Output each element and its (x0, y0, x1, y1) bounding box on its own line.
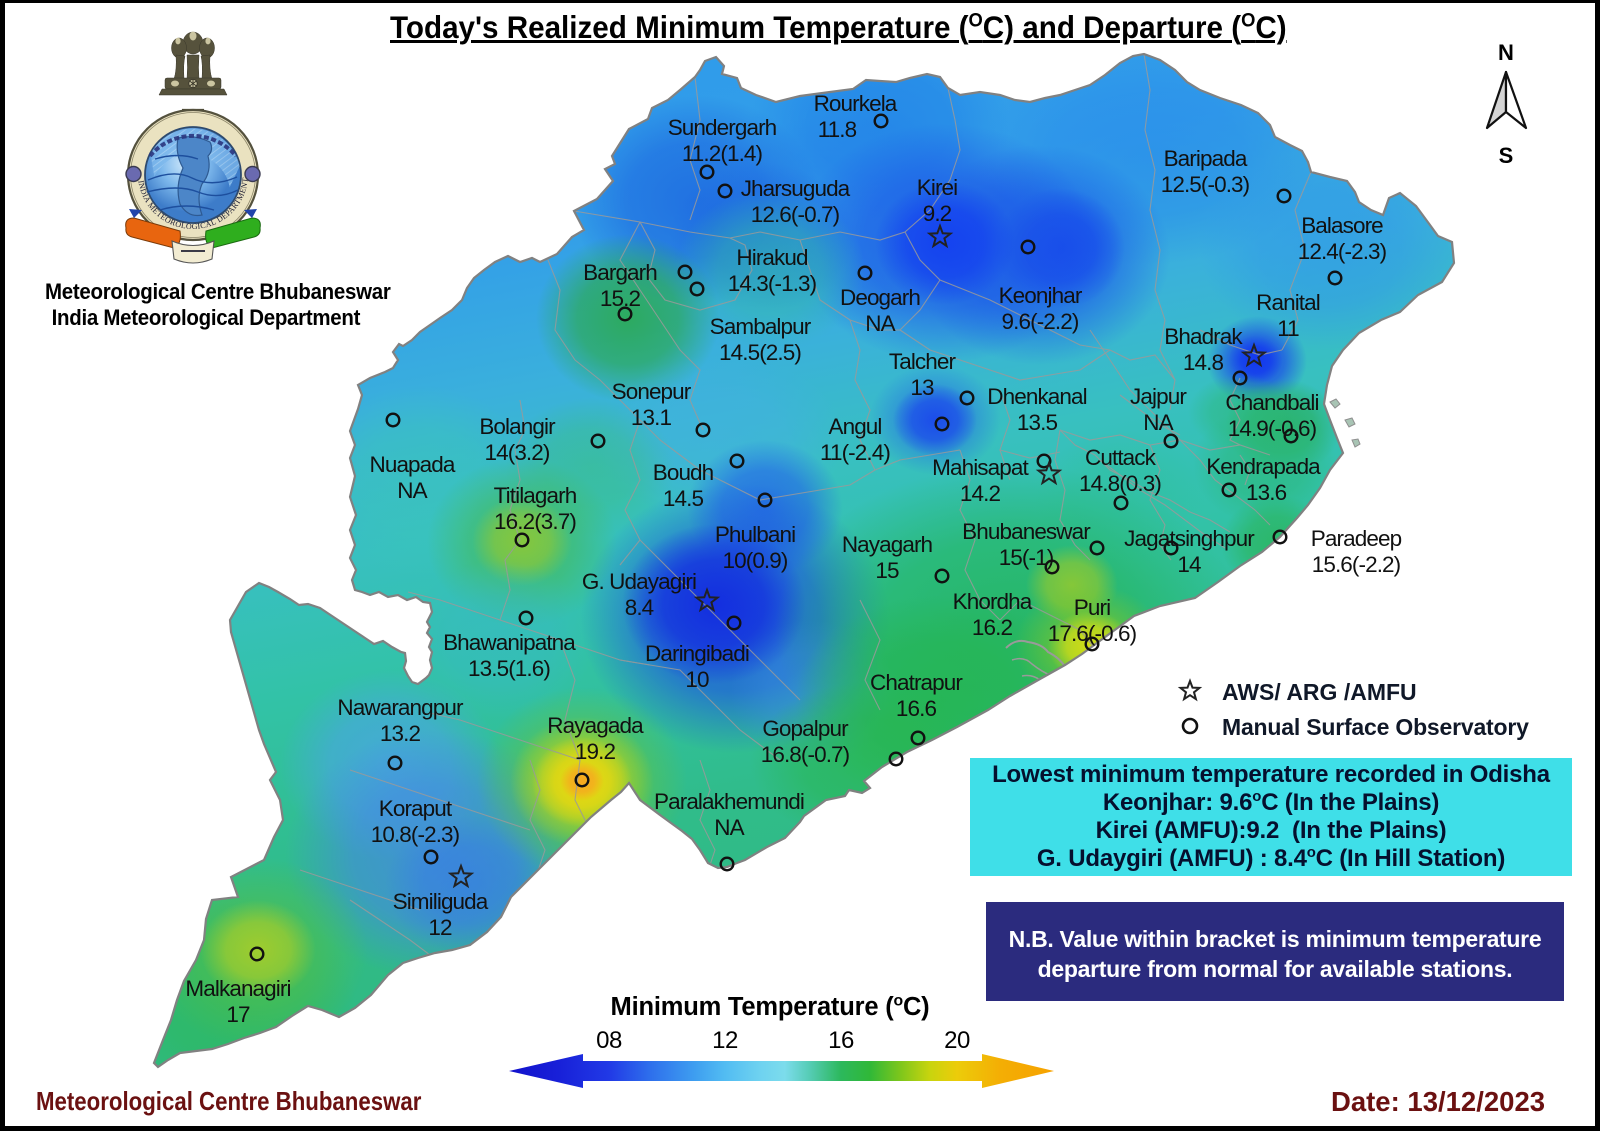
svg-text:Khordha: Khordha (953, 589, 1033, 614)
svg-text:Bolangir: Bolangir (479, 414, 556, 439)
svg-text:13.5: 13.5 (1017, 410, 1058, 435)
svg-text:Malkanagiri: Malkanagiri (185, 976, 290, 1001)
svg-text:S: S (1499, 143, 1514, 168)
svg-text:14.5(2.5): 14.5(2.5) (719, 340, 801, 365)
svg-text:13.6: 13.6 (1246, 480, 1287, 505)
svg-text:Bhawanipatna: Bhawanipatna (443, 630, 576, 655)
svg-text:Jajpur: Jajpur (1130, 384, 1187, 409)
svg-text:Nawarangpur: Nawarangpur (337, 695, 464, 720)
svg-text:Puri: Puri (1074, 595, 1110, 620)
svg-text:16.6: 16.6 (896, 696, 937, 721)
svg-text:Sonepur: Sonepur (612, 379, 692, 404)
svg-text:9.6(-2.2): 9.6(-2.2) (1002, 309, 1079, 334)
svg-text:20: 20 (944, 1027, 970, 1054)
svg-text:Rayagada: Rayagada (547, 713, 644, 738)
svg-text:15: 15 (875, 558, 899, 583)
svg-text:14.9(-0.6): 14.9(-0.6) (1228, 416, 1317, 441)
svg-text:13.2: 13.2 (380, 721, 421, 746)
svg-text:Balasore: Balasore (1301, 213, 1383, 238)
svg-text:Titilagarh: Titilagarh (494, 483, 577, 508)
svg-text:16.8(-0.7): 16.8(-0.7) (761, 742, 850, 767)
svg-text:Bhubaneswar: Bhubaneswar (962, 519, 1091, 544)
svg-text:Bargarh: Bargarh (583, 260, 657, 285)
svg-text:11.8: 11.8 (818, 117, 857, 142)
svg-text:16.2(3.7): 16.2(3.7) (494, 509, 576, 534)
svg-text:Angul: Angul (828, 414, 881, 439)
svg-text:Jagatsinghpur: Jagatsinghpur (1124, 526, 1255, 551)
svg-text:Chandbali: Chandbali (1225, 390, 1318, 415)
svg-text:NA: NA (714, 815, 744, 840)
svg-text:16.2: 16.2 (972, 615, 1013, 640)
svg-text:13.1: 13.1 (631, 405, 672, 430)
svg-text:G. Udayagiri: G. Udayagiri (582, 569, 696, 594)
svg-text:Kendrapada: Kendrapada (1206, 454, 1321, 479)
svg-text:11.2(1.4): 11.2(1.4) (682, 141, 763, 166)
svg-text:14.5: 14.5 (663, 486, 704, 511)
svg-text:NA: NA (397, 478, 427, 503)
svg-text:N: N (1498, 40, 1514, 65)
svg-text:NA: NA (865, 311, 895, 336)
svg-text:15.2: 15.2 (600, 286, 641, 311)
svg-text:Phulbani: Phulbani (715, 522, 795, 547)
svg-text:Koraput: Koraput (379, 796, 453, 821)
svg-text:14.8: 14.8 (1183, 350, 1224, 375)
svg-text:Dhenkanal: Dhenkanal (987, 384, 1086, 409)
svg-text:13: 13 (910, 375, 934, 400)
svg-text:AWS/ ARG /AMFU: AWS/ ARG /AMFU (1222, 679, 1417, 705)
svg-text:Sambalpur: Sambalpur (710, 314, 812, 339)
svg-text:14: 14 (1177, 552, 1201, 577)
svg-text:15.6(-2.2): 15.6(-2.2) (1312, 552, 1401, 577)
svg-text:Rourkela: Rourkela (814, 91, 898, 116)
svg-text:11(-2.4): 11(-2.4) (820, 440, 890, 465)
svg-text:Daringibadi: Daringibadi (645, 641, 749, 666)
svg-text:Bhadrak: Bhadrak (1164, 324, 1243, 349)
svg-text:17: 17 (226, 1002, 250, 1027)
svg-text:Gopalpur: Gopalpur (762, 716, 849, 741)
svg-text:10(0.9): 10(0.9) (723, 548, 788, 573)
svg-text:9.2: 9.2 (923, 201, 952, 226)
svg-text:Similiguda: Similiguda (393, 889, 489, 914)
svg-text:Talcher: Talcher (889, 349, 957, 374)
svg-text:Nuapada: Nuapada (369, 452, 455, 477)
svg-text:NA: NA (1143, 410, 1173, 435)
svg-text:11: 11 (1277, 316, 1299, 341)
svg-text:12.6(-0.7): 12.6(-0.7) (751, 202, 840, 227)
svg-text:Hirakud: Hirakud (736, 245, 808, 270)
svg-text:Kirei: Kirei (917, 175, 958, 200)
svg-text:Keonjhar: Keonjhar (999, 283, 1083, 308)
svg-text:16: 16 (828, 1027, 854, 1054)
svg-text:Jharsuguda: Jharsuguda (741, 176, 851, 201)
svg-text:Ranital: Ranital (1256, 290, 1320, 315)
svg-text:Chatrapur: Chatrapur (870, 670, 963, 695)
svg-text:8.4: 8.4 (625, 595, 654, 620)
svg-text:Cuttack: Cuttack (1085, 445, 1157, 470)
svg-text:14(3.2): 14(3.2) (485, 440, 550, 465)
svg-text:Sundergarh: Sundergarh (668, 115, 777, 140)
svg-text:Baripada: Baripada (1164, 146, 1248, 171)
svg-text:17.6(-0.6): 17.6(-0.6) (1048, 621, 1137, 646)
svg-text:12: 12 (428, 915, 452, 940)
svg-text:10.8(-2.3): 10.8(-2.3) (371, 822, 460, 847)
svg-text:Paradeep: Paradeep (1311, 526, 1402, 551)
svg-text:10: 10 (685, 667, 709, 692)
svg-text:12: 12 (712, 1027, 738, 1054)
svg-text:Manual Surface Observatory: Manual Surface Observatory (1222, 714, 1529, 740)
svg-text:12.5(-0.3): 12.5(-0.3) (1161, 172, 1250, 197)
svg-text:12.4(-2.3): 12.4(-2.3) (1298, 239, 1387, 264)
svg-text:Paralakhemundi: Paralakhemundi (654, 789, 804, 814)
svg-text:14.8(0.3): 14.8(0.3) (1079, 471, 1161, 496)
svg-text:Nayagarh: Nayagarh (842, 532, 933, 557)
svg-text:19.2: 19.2 (575, 739, 616, 764)
svg-text:13.5(1.6): 13.5(1.6) (468, 656, 550, 681)
svg-text:Mahisapat: Mahisapat (932, 455, 1029, 480)
svg-text:14.3(-1.3): 14.3(-1.3) (728, 271, 817, 296)
svg-text:08: 08 (596, 1027, 622, 1054)
svg-text:Boudh: Boudh (653, 460, 714, 485)
svg-text:Deogarh: Deogarh (840, 285, 920, 310)
svg-text:14.2: 14.2 (960, 481, 1001, 506)
